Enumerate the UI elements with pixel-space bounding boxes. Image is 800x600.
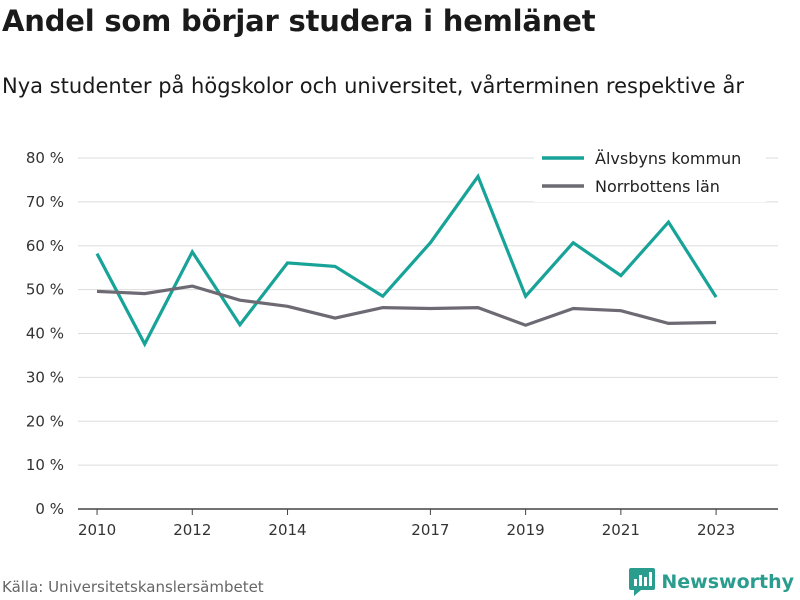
x-tick-label: 2023 xyxy=(697,521,735,539)
source-note: Källa: Universitetskanslersämbetet xyxy=(2,578,264,596)
x-tick-label: 2017 xyxy=(411,521,449,539)
x-tick-label: 2021 xyxy=(602,521,640,539)
x-tick-label: 2014 xyxy=(268,521,306,539)
legend-label-2: Norrbottens län xyxy=(595,177,720,196)
y-tick-label: 70 % xyxy=(26,193,64,211)
chart-title: Andel som börjar studera i hemlänet xyxy=(2,4,596,38)
newsworthy-logo-icon xyxy=(629,568,656,596)
legend-background xyxy=(534,142,766,202)
y-tick-label: 30 % xyxy=(26,368,64,386)
x-tick-label: 2019 xyxy=(507,521,545,539)
series-line-2 xyxy=(96,284,717,327)
series-line-1 xyxy=(95,173,718,348)
y-tick-label: 0 % xyxy=(35,500,64,518)
y-tick-label: 10 % xyxy=(26,456,64,474)
brand-name: Newsworthy xyxy=(661,571,794,593)
y-tick-label: 40 % xyxy=(26,325,64,343)
gridlines xyxy=(78,157,778,466)
axes: 0 % 10 % 20 % 30 % 40 % 50 % 60 % 70 % 80 % 2010 2… xyxy=(26,149,778,539)
legend-label-1: Älvsbyns kommun xyxy=(595,149,741,168)
y-tick-label: 60 % xyxy=(26,237,64,255)
x-tick-label: 2010 xyxy=(78,521,116,539)
y-tick-label: 20 % xyxy=(26,412,64,430)
chart-subtitle: Nya studenter på högskolor och universit… xyxy=(2,74,744,98)
x-tick-label: 2012 xyxy=(173,521,211,539)
y-tick-label: 50 % xyxy=(26,281,64,299)
brand-logo: Newsworthy xyxy=(629,568,794,596)
y-tick-label: 80 % xyxy=(26,149,64,167)
legend: Älvsbyns kommun Norrbottens län xyxy=(534,142,766,202)
series-lines xyxy=(95,173,718,348)
